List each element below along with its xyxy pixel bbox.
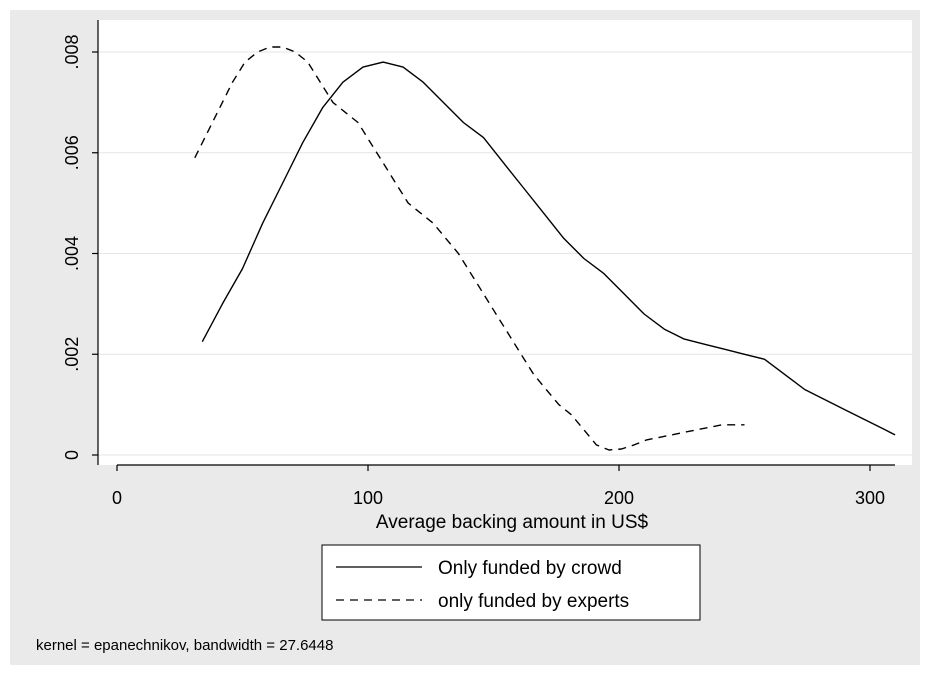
y-tick-label-0: 0 [62,450,82,460]
legend-box [321,544,701,621]
x-tick-label-1: 100 [353,488,383,508]
legend-label-experts: only funded by experts [438,591,629,612]
series-line-experts [194,46,745,451]
x-axis-title: Average backing amount in US$ [376,512,649,533]
series-line-crowd [201,61,896,436]
y-tick-label-1: .002 [62,337,82,372]
x-tick-label-0: 0 [112,488,122,508]
legend-label-crowd: Only funded by crowd [438,558,622,579]
y-tick-label-3: .006 [62,135,82,170]
y-tick-label-2: .004 [62,236,82,271]
x-tick-label-3: 300 [855,488,885,508]
plot-area [98,20,912,465]
x-tick-label-2: 200 [604,488,634,508]
grid-lines [98,51,912,456]
kernel-note: kernel = epanechnikov, bandwidth = 27.64… [36,637,333,654]
series-layer [194,46,896,451]
x-axis-ticks: 0 100 200 300 [112,465,885,508]
y-tick-label-4: .008 [62,34,82,69]
y-axis-ticks: 0 .002 .004 .006 .008 [62,34,98,460]
legend: Only funded by crowd only funded by expe… [321,544,701,621]
